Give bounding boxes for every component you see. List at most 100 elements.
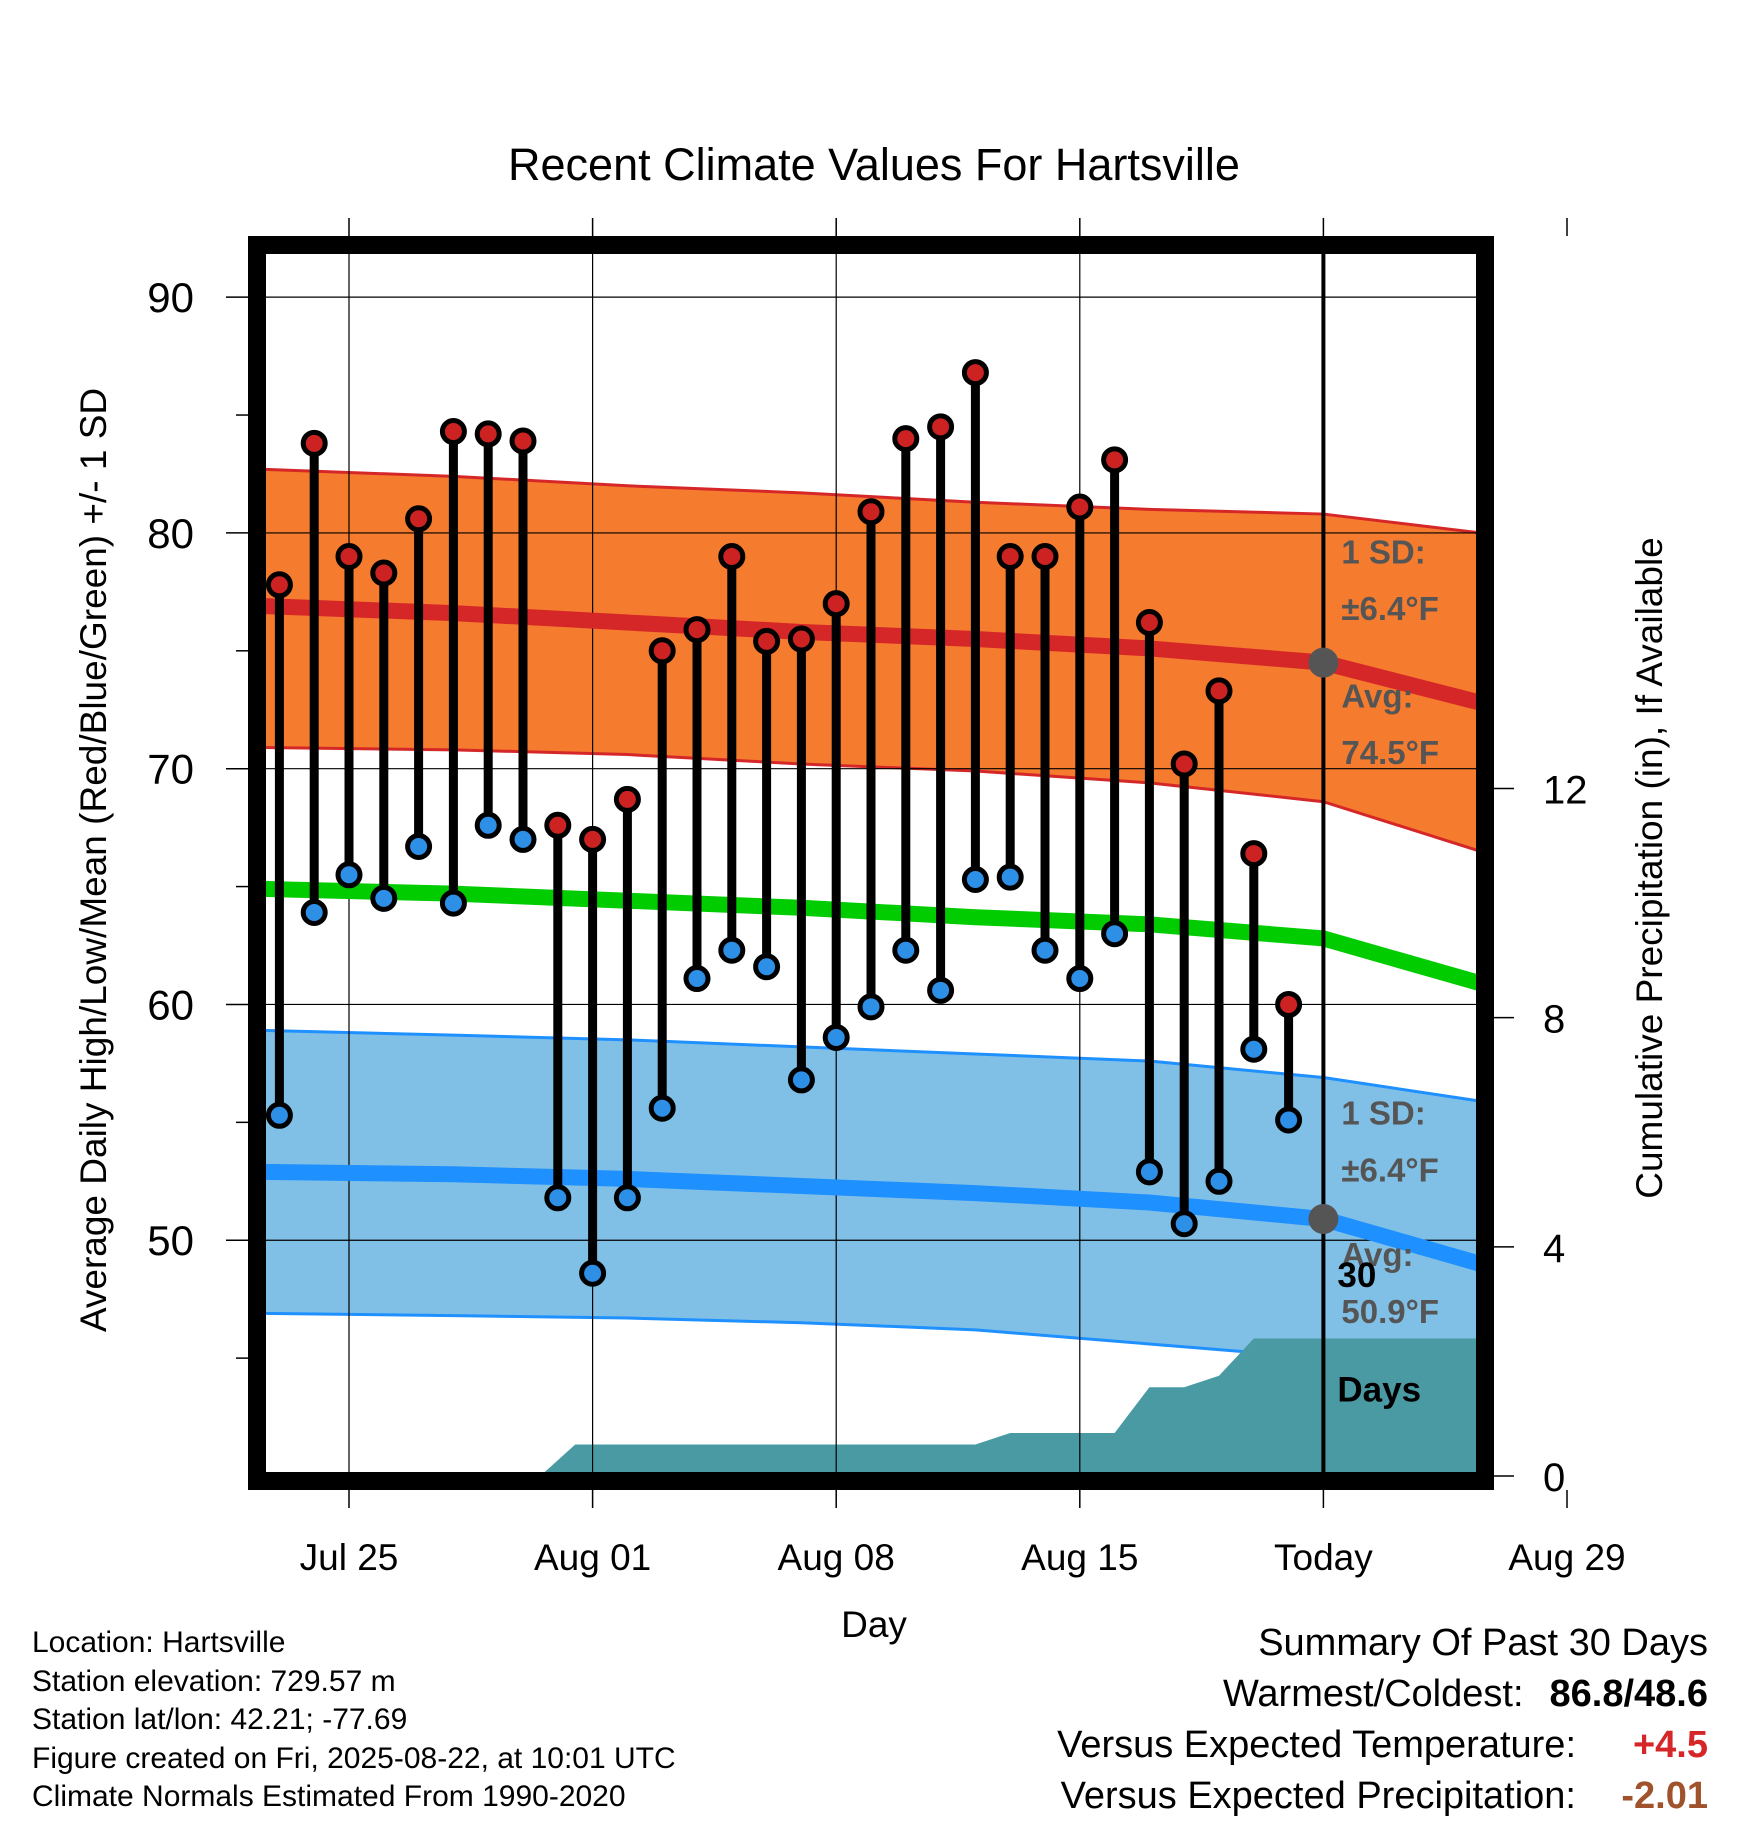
low-sd-value: ±6.4°F	[1341, 1151, 1438, 1188]
daily-low-point	[1275, 1106, 1303, 1134]
daily-high-point	[1275, 990, 1303, 1018]
daily-high-point	[509, 427, 537, 455]
daily-high-point	[370, 559, 398, 587]
daily-low-point	[961, 866, 989, 894]
high-sd-value: ±6.4°F	[1341, 590, 1438, 627]
x-tick-label: Today	[1274, 1537, 1373, 1578]
normals-text: Climate Normals Estimated From 1990-2020	[32, 1780, 626, 1813]
daily-low-point	[509, 825, 537, 853]
y2-tick-label: 12	[1543, 769, 1588, 813]
x-tick-label: Aug 01	[534, 1537, 651, 1578]
daily-high-point	[579, 825, 607, 853]
elevation-text: Station elevation: 729.57 m	[32, 1664, 396, 1698]
daily-high-point	[753, 627, 781, 655]
x-tick-label: Aug 08	[778, 1537, 895, 1578]
y-tick-label: 80	[147, 510, 194, 557]
precip-departure-row: Versus Expected Precipitation: -2.01	[1057, 1771, 1708, 1822]
daily-high-point	[474, 420, 502, 448]
daily-high-point	[1170, 750, 1198, 778]
daily-high-point	[1031, 543, 1059, 570]
low-avg-label: Avg:	[1341, 1236, 1413, 1273]
y2-axis-label: Cumulative Precipitation (in), If Availa…	[1629, 537, 1670, 1199]
temp-departure-label: Versus Expected Temperature:	[1057, 1724, 1576, 1766]
today-low-avg-marker	[1308, 1204, 1339, 1235]
daily-low-point	[335, 861, 363, 889]
daily-low-point	[544, 1184, 572, 1212]
summary-title: Summary Of Past 30 Days	[1258, 1622, 1708, 1664]
daily-high-point	[892, 425, 920, 453]
summary-panel: Summary Of Past 30 Days Warmest/Coldest:…	[1057, 1618, 1708, 1822]
low-normal-line	[261, 1163, 1483, 1272]
daily-high-point	[265, 571, 293, 599]
y-tick-label: 60	[147, 981, 194, 1028]
daily-high-point	[1066, 493, 1094, 521]
daily-low-point	[1031, 936, 1059, 964]
warmest-coldest-label: Warmest/Coldest:	[1222, 1673, 1524, 1715]
daily-low-point	[265, 1101, 293, 1129]
y-axis-label: Average Daily High/Low/Mean (Red/Blue/Gr…	[73, 388, 114, 1332]
daily-high-point	[1240, 840, 1268, 868]
y2-tick-label: 4	[1543, 1227, 1565, 1271]
y-tick-label: 50	[147, 1217, 194, 1264]
daily-high-point	[405, 505, 433, 533]
daily-low-point	[927, 976, 955, 1004]
daily-high-point	[613, 785, 641, 813]
low-sd-label: 1 SD:	[1341, 1095, 1425, 1132]
daily-low-point	[718, 936, 746, 964]
daily-high-point	[544, 811, 572, 839]
warmest-coldest-row: Warmest/Coldest: 86.8/48.6	[1057, 1669, 1708, 1720]
daily-high-point	[439, 418, 467, 446]
created-text: Figure created on Fri, 2025-08-22, at 10…	[32, 1741, 676, 1775]
daily-low-point	[753, 953, 781, 981]
daily-high-point	[1135, 609, 1163, 637]
daily-low-point	[579, 1259, 607, 1287]
daily-high-point	[787, 625, 815, 653]
daily-low-point	[1170, 1210, 1198, 1238]
warmest-coldest-value: 86.8/48.6	[1549, 1673, 1708, 1715]
high-avg-label: Avg:	[1341, 677, 1413, 714]
daily-high-point	[857, 498, 885, 526]
temp-departure-value: +4.5	[1632, 1724, 1708, 1766]
daily-low-point	[822, 1023, 850, 1051]
high-sd-label: 1 SD:	[1341, 534, 1425, 571]
daily-high-point	[335, 543, 363, 570]
daily-low-point	[1240, 1035, 1268, 1063]
daily-low-point	[648, 1094, 676, 1122]
x-axis-label: Day	[841, 1604, 907, 1645]
y-tick-label: 70	[147, 746, 194, 793]
x-tick-label: Jul 25	[300, 1537, 399, 1578]
daily-high-point	[683, 616, 711, 644]
y2-tick-label: 8	[1543, 998, 1565, 1042]
x-tick-label: Aug 15	[1021, 1537, 1138, 1578]
low-sd-band-upper-edge	[261, 1028, 1481, 1103]
daily-high-point	[927, 413, 955, 441]
latlon-text: Station lat/lon: 42.21; -77.69	[32, 1703, 408, 1736]
daily-high-point	[1205, 677, 1233, 705]
temp-departure-row: Versus Expected Temperature: +4.5	[1057, 1720, 1708, 1771]
daily-low-point	[1205, 1167, 1233, 1195]
daily-low-point	[857, 993, 885, 1021]
daily-high-point	[1101, 446, 1129, 474]
y2-tick-label: 0	[1543, 1456, 1565, 1500]
daily-low-point	[474, 811, 502, 839]
daily-high-point	[822, 590, 850, 618]
cumulative-precip-area	[262, 1338, 1480, 1476]
location-text: Location: Hartsville	[32, 1626, 286, 1659]
daily-high-point	[961, 359, 989, 387]
period-number: 30	[1337, 1256, 1376, 1295]
daily-low-point	[787, 1066, 815, 1094]
station-info: Location: Hartsville Station elevation: …	[32, 1624, 676, 1817]
daily-low-point	[439, 889, 467, 917]
high-sd-band-lower-edge	[261, 745, 1481, 853]
daily-low-point	[300, 899, 328, 927]
plot-area	[261, 240, 1483, 1476]
chart-title: Recent Climate Values For Hartsville	[508, 139, 1240, 190]
high-normal-line	[261, 598, 1482, 711]
low-avg-value: 50.9°F	[1341, 1293, 1439, 1330]
daily-low-point	[370, 884, 398, 912]
daily-low-point	[613, 1184, 641, 1212]
high-sd-band-upper-edge	[261, 467, 1481, 535]
daily-high-point	[648, 637, 676, 665]
daily-low-point	[405, 832, 433, 860]
